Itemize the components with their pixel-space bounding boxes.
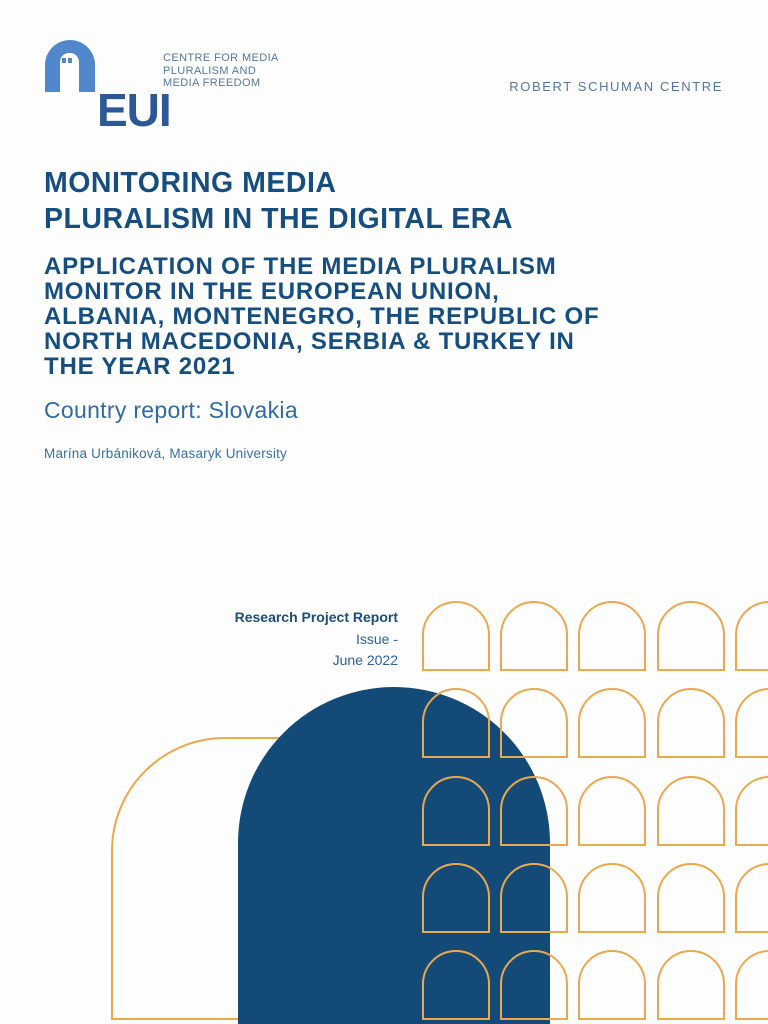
robert-schuman-centre-label: ROBERT SCHUMAN CENTRE [509, 79, 723, 94]
arch-window-dot [62, 58, 66, 63]
subtitle-line: MONITOR IN THE EUROPEAN UNION, [44, 278, 500, 305]
arch-outline-shape [735, 688, 768, 758]
arch-outline-shape [422, 601, 490, 671]
page-title: MONITORING MEDIA PLURALISM IN THE DIGITA… [44, 165, 513, 237]
arch-outline-shape [578, 863, 646, 933]
eui-acronym: EUI [97, 84, 172, 136]
report-meta: Research Project Report Issue - June 202… [138, 607, 398, 672]
arch-outline-shape [500, 601, 568, 671]
arch-outline-shape [657, 601, 725, 671]
subtitle-line: APPLICATION OF THE MEDIA PLURALISM [44, 253, 557, 280]
centre-name: CENTRE FOR MEDIA PLURALISM AND MEDIA FRE… [163, 52, 279, 90]
title-line: MONITORING MEDIA [44, 167, 337, 199]
country-report-label: Country report: Slovakia [44, 397, 298, 423]
centre-name-line: MEDIA FREEDOM [163, 77, 261, 89]
arch-outline-shape [578, 950, 646, 1020]
arch-outline-shape [735, 601, 768, 671]
arch-outline-shape [578, 601, 646, 671]
centre-name-line: CENTRE FOR MEDIA [163, 52, 279, 64]
arch-outline-shape [657, 776, 725, 846]
arch-outline-shape [735, 950, 768, 1020]
centre-name-line: PLURALISM AND [163, 64, 257, 77]
report-issue-label: Issue - [355, 630, 398, 647]
arch-window-dot [68, 58, 72, 63]
author-line: Marína Urbániková, Masaryk University [44, 446, 287, 461]
arch-outline-shape [578, 776, 646, 846]
eui-arch-icon [45, 40, 95, 92]
subtitle-line: ALBANIA, MONTENEGRO, THE REPUBLIC OF [44, 303, 600, 330]
large-blue-arch-shape [238, 687, 550, 1024]
arch-outline-shape [657, 863, 725, 933]
report-date-label: June 2022 [332, 652, 398, 668]
subtitle-line: NORTH MACEDONIA, SERBIA & TURKEY IN [44, 328, 575, 355]
page-subtitle: APPLICATION OF THE MEDIA PLURALISM MONIT… [44, 254, 599, 379]
arch-outline-shape [578, 688, 646, 758]
arch-outline-shape [657, 688, 725, 758]
arch-outline-shape [657, 950, 725, 1020]
report-type-label: Research Project Report [234, 609, 398, 625]
title-line: PLURALISM IN THE DIGITAL ERA [44, 203, 513, 235]
arch-outline-shape [735, 776, 768, 846]
subtitle-line: THE YEAR 2021 [44, 353, 236, 380]
arch-outline-shape [735, 863, 768, 933]
